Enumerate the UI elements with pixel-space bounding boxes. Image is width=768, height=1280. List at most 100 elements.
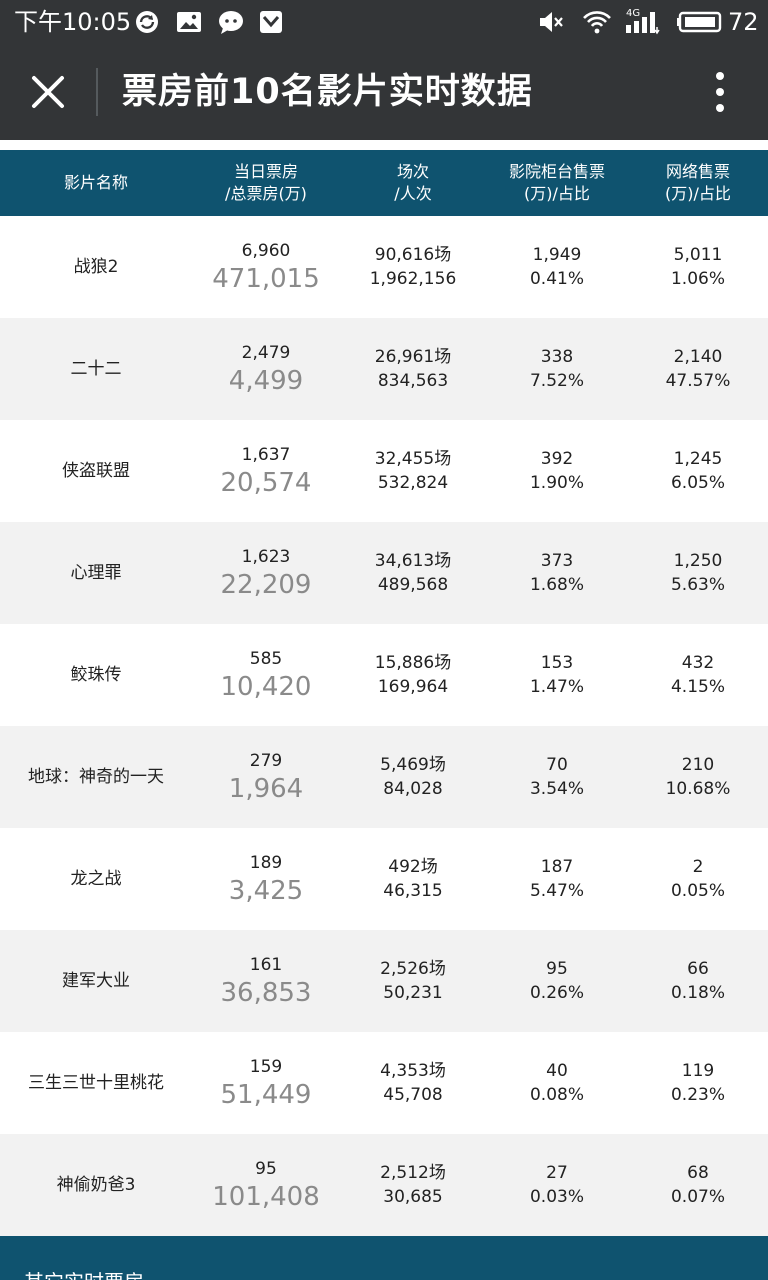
box-office-cell: 2,479 4,499 [192, 318, 340, 420]
online-sales-cell: 68 0.07% [628, 1134, 768, 1236]
show-count: 26,961场 [374, 347, 452, 367]
table-row[interactable]: 龙之战 189 3,425 492场 46,315 187 5.47% 2 0.05% [0, 828, 768, 930]
show-count: 2,512场 [380, 1163, 446, 1183]
header-film-name: 影片名称 [63, 173, 128, 192]
online-sales-cell: 432 4.15% [628, 624, 768, 726]
counter-sales: 27 [546, 1163, 568, 1183]
box-office-cell: 6,960 471,015 [192, 216, 340, 318]
counter-sales-cell: 153 1.47% [486, 624, 628, 726]
counter-sales-cell: 27 0.03% [486, 1134, 628, 1236]
counter-sales: 373 [540, 551, 574, 571]
close-icon[interactable] [24, 68, 72, 116]
film-name: 战狼2 [73, 257, 119, 277]
film-name: 鲛珠传 [70, 665, 122, 685]
online-sales: 68 [687, 1163, 709, 1183]
table-row[interactable]: 建军大业 161 36,853 2,526场 50,231 95 0.26% 66 0.… [0, 930, 768, 1032]
box-office-cell: 279 1,964 [192, 726, 340, 828]
counter-sales-cell: 1,949 0.41% [486, 216, 628, 318]
total-box-office: 101,408 [212, 1182, 320, 1212]
box-office-cell: 1,637 20,574 [192, 420, 340, 522]
total-box-office: 3,425 [228, 876, 304, 906]
online-share: 0.18% [670, 983, 725, 1003]
status-time: 下午10:05 [14, 8, 132, 36]
counter-sales-cell: 187 5.47% [486, 828, 628, 930]
counter-sales: 392 [540, 449, 574, 469]
header-counter-sales: 影院柜台售票 (万)/占比 [508, 162, 605, 203]
show-count: 90,616场 [374, 245, 452, 265]
more-vertical-icon[interactable] [700, 68, 740, 116]
counter-sales-cell: 95 0.26% [486, 930, 628, 1032]
box-office-cell: 161 36,853 [192, 930, 340, 1032]
wifi-icon [583, 11, 611, 34]
online-sales: 2 [692, 857, 704, 877]
counter-sales: 338 [540, 347, 574, 367]
counter-share: 0.03% [529, 1187, 584, 1207]
online-share: 5.63% [670, 575, 725, 595]
battery-icon [677, 11, 722, 33]
attendance: 45,708 [383, 1085, 443, 1105]
table-row[interactable]: 鲛珠传 585 10,420 15,886场 169,964 153 1.47% 43… [0, 624, 768, 726]
table-row[interactable]: 三生三世十里桃花 159 51,449 4,353场 45,708 40 0.08% … [0, 1032, 768, 1134]
daily-box-office: 585 [249, 649, 283, 669]
counter-share: 7.52% [529, 371, 584, 391]
shows-cell: 90,616场 1,962,156 [340, 216, 486, 318]
page-title: 票房前10名影片实时数据 [122, 72, 533, 112]
counter-share: 0.08% [529, 1085, 584, 1105]
show-count: 15,886场 [374, 653, 452, 673]
box-office-table: 影片名称 当日票房 /总票房(万) 场次 /人次 影院柜台售票 (万)/占比 网… [0, 150, 768, 1236]
other-box-office-section[interactable]: 其它实时票房 [0, 1236, 768, 1280]
film-name: 二十二 [70, 359, 122, 379]
film-name: 三生三世十里桃花 [28, 1073, 164, 1093]
total-box-office: 22,209 [220, 570, 312, 600]
daily-box-office: 189 [249, 853, 283, 873]
app-bar: 票房前10名影片实时数据 [0, 44, 768, 140]
counter-sales-cell: 338 7.52% [486, 318, 628, 420]
shows-cell: 2,512场 30,685 [340, 1134, 486, 1236]
online-share: 0.07% [670, 1187, 725, 1207]
attendance: 30,685 [383, 1187, 443, 1207]
image-icon [177, 12, 201, 32]
online-share: 0.05% [670, 881, 725, 901]
attendance: 84,028 [383, 779, 443, 799]
counter-sales-cell: 40 0.08% [486, 1032, 628, 1134]
online-share: 4.15% [670, 677, 725, 697]
online-sales: 1,250 [673, 551, 723, 571]
counter-share: 1.90% [529, 473, 584, 493]
counter-sales: 153 [540, 653, 574, 673]
online-sales: 2,140 [673, 347, 723, 367]
counter-share: 0.26% [529, 983, 584, 1003]
online-share: 6.05% [670, 473, 725, 493]
shows-cell: 2,526场 50,231 [340, 930, 486, 1032]
daily-box-office: 279 [249, 751, 283, 771]
counter-sales: 40 [546, 1061, 568, 1081]
show-count: 34,613场 [374, 551, 452, 571]
table-row[interactable]: 地球：神奇的一天 279 1,964 5,469场 84,028 70 3.54% 2… [0, 726, 768, 828]
table-row[interactable]: 战狼2 6,960 471,015 90,616场 1,962,156 1,949 0… [0, 216, 768, 318]
daily-box-office: 161 [249, 955, 283, 975]
shows-cell: 15,886场 169,964 [340, 624, 486, 726]
shield-icon [260, 11, 282, 33]
online-sales-cell: 66 0.18% [628, 930, 768, 1032]
table-row[interactable]: 侠盗联盟 1,637 20,574 32,455场 532,824 392 1.90%… [0, 420, 768, 522]
header-box-office: 当日票房 /总票房(万) [225, 162, 307, 203]
total-box-office: 36,853 [220, 978, 312, 1008]
counter-sales: 95 [546, 959, 568, 979]
table-row[interactable]: 神偷奶爸3 95 101,408 2,512场 30,685 27 0.03% 68 0… [0, 1134, 768, 1236]
attendance: 169,964 [377, 677, 449, 697]
film-name: 地球：神奇的一天 [28, 767, 164, 787]
total-box-office: 471,015 [212, 264, 320, 294]
counter-share: 1.47% [529, 677, 584, 697]
online-share: 10.68% [665, 779, 731, 799]
film-name: 侠盗联盟 [62, 461, 130, 481]
attendance: 1,962,156 [369, 269, 457, 289]
section-title: 其它实时票房 [24, 1270, 144, 1280]
online-share: 1.06% [670, 269, 725, 289]
daily-box-office: 1,623 [241, 547, 291, 567]
app-bar-divider [96, 68, 98, 116]
table-row[interactable]: 二十二 2,479 4,499 26,961场 834,563 338 7.52% 2… [0, 318, 768, 420]
table-header: 影片名称 当日票房 /总票房(万) 场次 /人次 影院柜台售票 (万)/占比 网… [0, 150, 768, 216]
table-row[interactable]: 心理罪 1,623 22,209 34,613场 489,568 373 1.68% … [0, 522, 768, 624]
online-share: 0.23% [670, 1085, 725, 1105]
show-count: 2,526场 [380, 959, 446, 979]
online-sales-cell: 5,011 1.06% [628, 216, 768, 318]
